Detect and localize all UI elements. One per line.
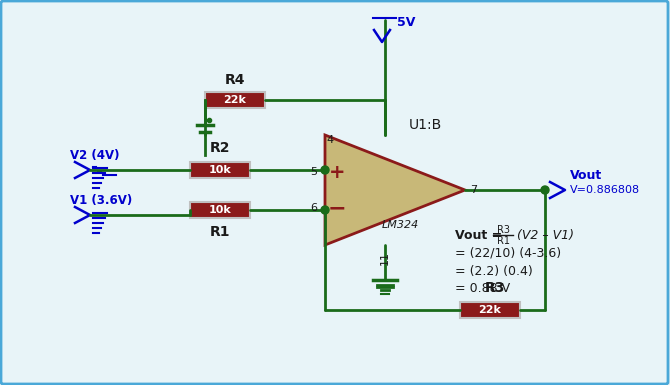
FancyBboxPatch shape	[460, 302, 520, 318]
Polygon shape	[325, 135, 465, 245]
Text: R3: R3	[485, 281, 505, 295]
Text: 5V: 5V	[397, 15, 415, 28]
FancyBboxPatch shape	[205, 92, 265, 108]
Text: = (2.2) (0.4): = (2.2) (0.4)	[455, 264, 533, 278]
Text: 22k: 22k	[224, 95, 247, 105]
Text: = 0.88 V: = 0.88 V	[455, 283, 510, 296]
Text: −: −	[328, 198, 346, 218]
FancyBboxPatch shape	[190, 202, 250, 218]
Text: +: +	[329, 162, 345, 181]
Text: (V2 – V1): (V2 – V1)	[517, 229, 574, 241]
Text: V=0.886808: V=0.886808	[570, 185, 640, 195]
Text: R2: R2	[210, 141, 230, 155]
Text: 22k: 22k	[478, 305, 501, 315]
Text: 6: 6	[310, 203, 317, 213]
Text: V1 (3.6V): V1 (3.6V)	[70, 194, 132, 206]
FancyBboxPatch shape	[190, 162, 250, 178]
Text: 11: 11	[380, 251, 390, 265]
Text: R1: R1	[210, 225, 230, 239]
Text: 7: 7	[470, 185, 477, 195]
Text: 5: 5	[310, 167, 317, 177]
Circle shape	[321, 206, 329, 214]
Text: LM324: LM324	[381, 220, 419, 230]
Text: Vout: Vout	[570, 169, 602, 181]
Text: 4: 4	[326, 135, 334, 145]
Text: 10k: 10k	[208, 205, 231, 215]
Circle shape	[541, 186, 549, 194]
Text: Vout =: Vout =	[455, 229, 507, 241]
Text: 10k: 10k	[208, 165, 231, 175]
Text: U1:B: U1:B	[409, 118, 442, 132]
Text: R3: R3	[496, 225, 509, 235]
Text: = (22/10) (4-3.6): = (22/10) (4-3.6)	[455, 246, 561, 259]
Text: R1: R1	[496, 236, 509, 246]
Text: V2 (4V): V2 (4V)	[70, 149, 119, 161]
Circle shape	[321, 166, 329, 174]
Text: R4: R4	[224, 73, 245, 87]
